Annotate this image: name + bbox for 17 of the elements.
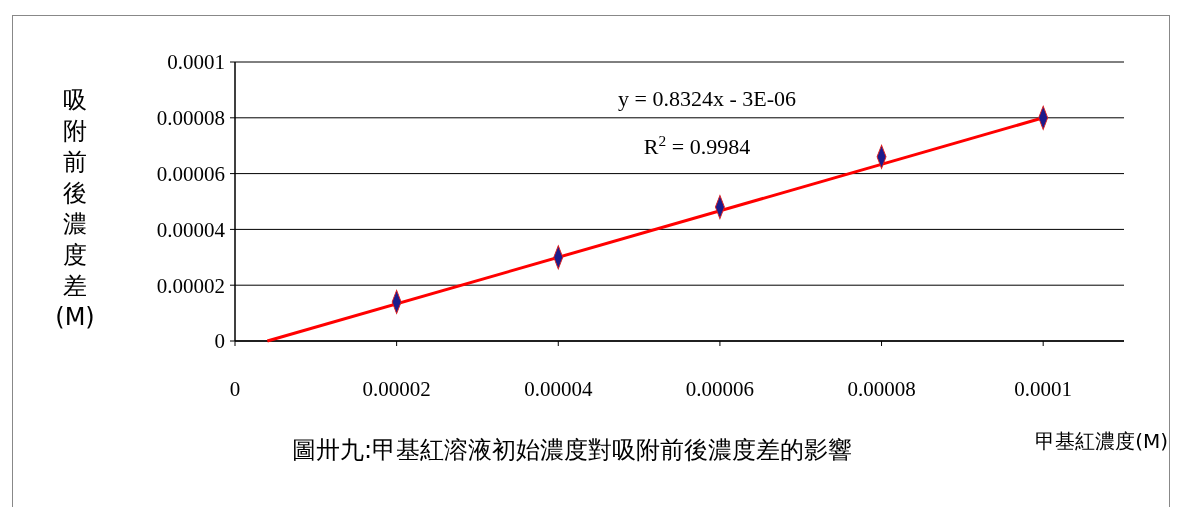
annotation: R$^{2}$ = 0.9984 (643, 131, 751, 159)
x-tick-label: 0.00008 (847, 377, 916, 401)
x-tick-label: 0.00006 (685, 377, 755, 401)
x-tick-label: 0 (229, 377, 241, 401)
x-axis-title: 甲基紅濃度(M) (1035, 429, 1168, 453)
y-tick-label: 0.00002 (156, 273, 225, 298)
y-tick-label: 0.00006 (156, 161, 225, 186)
y-tick-label: 0 (214, 329, 225, 354)
x-tick-label: 0.00004 (524, 377, 593, 401)
y-axis-title: 吸附前後濃度差(M) (55, 86, 95, 331)
text: 圖卅九:甲基紅溶液初始濃度對吸附前後濃度差的影響 (291, 436, 853, 464)
y-tick-label: 0.00004 (156, 217, 226, 242)
y-tick-label: 0.0001 (167, 50, 225, 75)
annotation: y = 0.8324x - 3E-06 (618, 86, 796, 111)
x-tick-label: 0.0001 (1014, 377, 1073, 401)
y-tick-label: 0.00008 (156, 106, 225, 131)
x-tick-label: 0.00002 (362, 377, 431, 401)
